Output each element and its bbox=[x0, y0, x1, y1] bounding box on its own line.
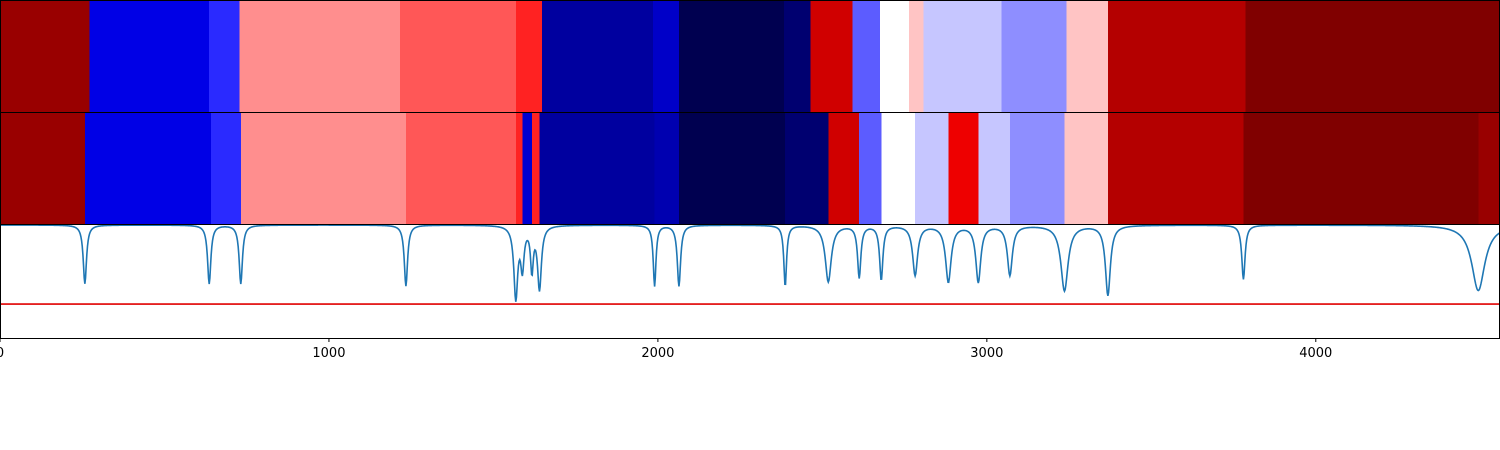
heatmap-cell-1-1 bbox=[84, 113, 212, 224]
axes-frame-2 bbox=[0, 224, 1500, 339]
heatmap-cell-1-17 bbox=[978, 113, 1011, 224]
x-tick-label-4: 4000 bbox=[1299, 346, 1332, 361]
heatmap-cell-0-15 bbox=[1001, 1, 1067, 112]
heatmap-cell-1-3 bbox=[240, 113, 407, 224]
signal-line bbox=[0, 224, 1500, 302]
x-axis: 0 1000 2000 3000 4000 bbox=[0, 338, 1332, 361]
heatmap-cell-0-8 bbox=[678, 1, 785, 112]
x-tick-label-0: 0 bbox=[0, 346, 4, 361]
heatmap-cell-1-15 bbox=[915, 113, 949, 224]
heatmap-cell-1-18 bbox=[1009, 113, 1065, 224]
heatmap-cell-1-19 bbox=[1064, 113, 1109, 224]
heatmap-cell-1-9 bbox=[654, 113, 680, 224]
heatmap-cell-1-16 bbox=[948, 113, 979, 224]
heatmap-band-top bbox=[0, 1, 1500, 112]
heatmap-cell-1-20 bbox=[1107, 113, 1244, 224]
heatmap-cell-0-13 bbox=[908, 1, 925, 112]
heatmap-cell-1-0 bbox=[0, 113, 86, 224]
heatmap-cell-0-18 bbox=[1245, 1, 1500, 112]
heatmap-cell-0-11 bbox=[852, 1, 881, 112]
heatmap-cell-0-10 bbox=[810, 1, 854, 112]
heatmap-cell-0-1 bbox=[89, 1, 210, 112]
heatmap-cell-0-6 bbox=[542, 1, 654, 112]
heatmap-cell-0-9 bbox=[784, 1, 812, 112]
heatmap-cell-1-8 bbox=[539, 113, 656, 224]
heatmap-cell-1-12 bbox=[828, 113, 860, 224]
heatmap-cell-0-17 bbox=[1107, 1, 1246, 112]
heatmap-cell-0-14 bbox=[923, 1, 1002, 112]
heatmap-cell-1-21 bbox=[1243, 113, 1479, 224]
heatmap-cell-0-16 bbox=[1066, 1, 1109, 112]
heatmap-cell-1-13 bbox=[859, 113, 882, 224]
heatmap-band-bottom bbox=[0, 113, 1500, 224]
heatmap-cell-1-2 bbox=[210, 113, 242, 224]
heatmap-cell-1-7 bbox=[531, 113, 540, 224]
heatmap-cell-0-5 bbox=[515, 1, 543, 112]
heatmap-cell-1-22 bbox=[1478, 113, 1500, 224]
heatmap-cell-0-0 bbox=[0, 1, 90, 112]
heatmap-cell-1-4 bbox=[405, 113, 517, 224]
x-tick-label-2: 2000 bbox=[641, 346, 674, 361]
x-tick-label-3: 3000 bbox=[970, 346, 1003, 361]
heatmap-cell-1-6 bbox=[522, 113, 533, 224]
heatmap-cell-1-10 bbox=[678, 113, 786, 224]
x-tick-label-1: 1000 bbox=[312, 346, 345, 361]
heatmap-cell-1-11 bbox=[785, 113, 829, 224]
heatmap-cell-0-3 bbox=[239, 1, 401, 112]
heatmap-cell-0-4 bbox=[400, 1, 517, 112]
heatmap-cell-1-14 bbox=[881, 113, 916, 224]
heatmap-cell-0-2 bbox=[209, 1, 240, 112]
heatmap-cell-0-7 bbox=[652, 1, 680, 112]
heatmap-cell-1-5 bbox=[515, 113, 523, 224]
heatmap-cell-0-12 bbox=[879, 1, 910, 112]
